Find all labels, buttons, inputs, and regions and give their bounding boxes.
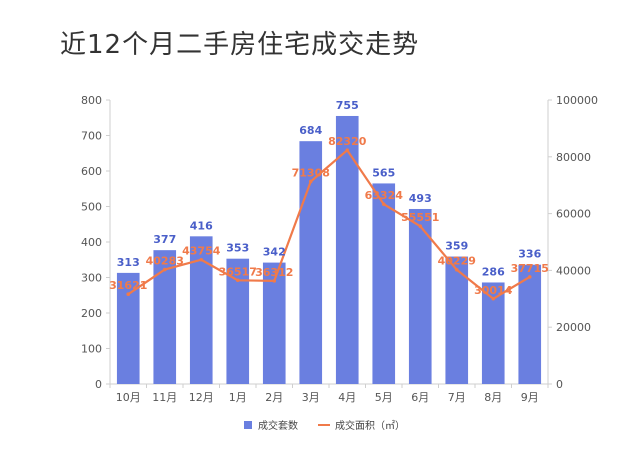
bar [335,115,359,384]
bar [116,272,140,384]
line-point [491,296,496,301]
bar [445,256,469,384]
legend-line-label: 成交面积（㎡） [335,419,405,432]
x-tick-label: 12月 [189,391,214,404]
x-tick-label: 4月 [338,391,356,404]
x-tick-label: 8月 [484,391,502,404]
bar [262,262,286,384]
y-right-tick-label: 0 [556,378,563,391]
x-tick-label: 2月 [265,391,283,404]
line-data-label: 30014 [474,284,513,297]
line-point [418,224,423,229]
line-data-label: 63324 [365,189,404,202]
line-data-label: 71308 [292,166,330,179]
line-data-label: 55551 [401,211,439,224]
x-tick-label: 1月 [229,391,247,404]
bar [518,264,542,384]
chart-title: 近12个月二手房住宅成交走势 [60,30,420,60]
bar [189,236,213,384]
line-point [272,279,277,283]
line-point [527,275,532,279]
line-data-label: 43754 [182,245,221,258]
line-data-label: 31621 [109,279,147,292]
bar [299,141,323,384]
bar-data-label: 313 [117,256,140,269]
line-series [127,149,531,300]
bar [408,208,432,384]
bar-data-label: 684 [299,124,322,137]
legend-bar-swatch [244,421,252,429]
x-tick-label: 3月 [302,391,320,404]
y-right-tick-label: 20000 [556,321,591,334]
y-left-tick-label: 600 [81,165,102,178]
line-data-label: 40229 [438,255,476,268]
x-tick-label: 9月 [521,391,539,404]
x-tick-label: 10月 [116,391,141,404]
line-data-label: 40283 [146,255,184,268]
line-point [126,292,131,296]
y-left-tick-label: 700 [81,130,102,143]
x-tick-label: 5月 [375,391,393,404]
bar-data-label: 755 [336,99,359,112]
line-point [308,179,313,184]
bar-data-label: 565 [372,166,395,179]
line-data-label: 36312 [255,266,293,279]
bar [153,250,177,384]
line-point [345,148,350,153]
line-point [454,267,459,272]
bar-data-label: 416 [190,219,213,232]
y-left-tick-label: 500 [81,201,102,214]
line-data-label: 37715 [511,262,549,275]
x-tick-label: 7月 [448,391,466,404]
x-tick-label: 11月 [152,391,177,404]
line-data-label: 82320 [328,135,367,148]
bar [372,183,396,384]
bar-data-label: 377 [153,233,176,246]
y-right-tick-label: 100000 [556,94,598,107]
line-point [199,257,204,262]
y-right-tick-label: 40000 [556,264,591,277]
bar-data-label: 342 [263,246,286,259]
y-left-tick-label: 200 [81,307,102,320]
bar-data-label: 336 [518,248,541,261]
bar [226,258,250,384]
bar-data-label: 359 [445,240,468,253]
line-data-label: 36517 [219,265,257,278]
bar [481,282,505,384]
line-point [162,267,167,272]
y-left-tick-label: 100 [81,343,102,356]
x-tick-label: 6月 [411,391,429,404]
bar-data-label: 493 [409,192,432,205]
y-right-tick-label: 60000 [556,208,591,221]
y-right-tick-label: 80000 [556,151,591,164]
y-left-tick-label: 0 [95,378,102,391]
line-point [235,278,240,283]
bar-data-label: 286 [482,265,505,278]
line-point [381,202,386,206]
y-left-tick-label: 400 [81,236,102,249]
y-left-tick-label: 800 [81,94,102,107]
legend-bar-label: 成交套数 [258,419,298,432]
y-left-tick-label: 300 [81,272,102,285]
bar-data-label: 353 [226,242,249,255]
